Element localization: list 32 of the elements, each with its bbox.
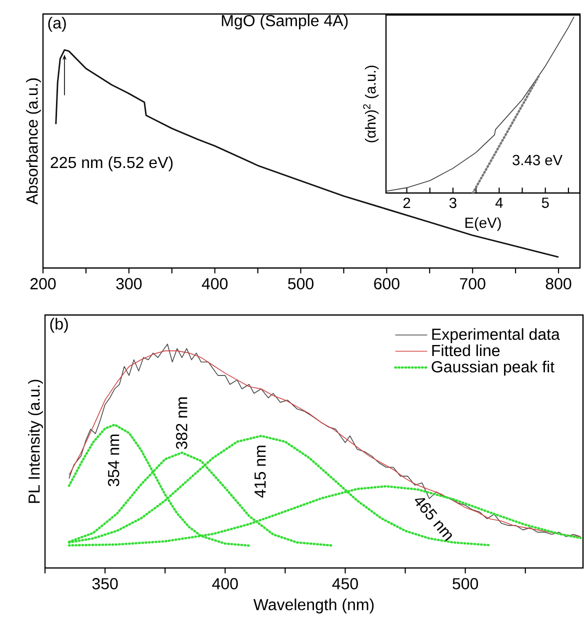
x-tick-label: 500 [452, 578, 478, 590]
annotation: 465 nm [414, 498, 452, 542]
y-axis-title: (αhν)$^{2}$ (a.u.) [363, 66, 379, 142]
x-tick-label: 450 [332, 578, 358, 590]
x-tick-label: 300 [116, 278, 142, 290]
legend-label: Experimental data [432, 328, 560, 344]
x-axis-title: Wavelength (nm) [253, 598, 374, 614]
annotation: 225 nm (5.52 eV) [50, 156, 173, 172]
x-tick-label: 600 [374, 278, 400, 290]
legend-label: Fitted line [432, 344, 500, 356]
x-tick-label: 400 [202, 278, 228, 290]
text: (a) [48, 16, 66, 32]
x-tick-label: 350 [92, 578, 118, 590]
chart-title: MgO (Sample 4A) [222, 14, 348, 30]
annotation: 3.43 eV [512, 154, 562, 166]
annotation: 415 nm [254, 446, 266, 498]
x-tick-label: 400 [212, 578, 238, 590]
x-tick-label: 2 [403, 198, 410, 208]
annotation: 382 nm [176, 397, 188, 450]
x-tick-label: 200 [30, 278, 56, 290]
text: (b) [50, 318, 68, 333]
x-axis-title: E(eV) [465, 217, 501, 231]
y-axis-title: PL Intensity (a.u.) [28, 380, 43, 503]
legend-label: Gaussian peak fit [432, 360, 554, 376]
x-tick-label: 4 [495, 198, 503, 208]
annotation: 354 nm [108, 434, 120, 486]
x-tick-label: 5 [542, 198, 549, 208]
x-tick-label: 3 [449, 198, 456, 208]
y-axis-title: Absorbance (a.u.) [26, 78, 41, 205]
x-tick-label: 800 [546, 278, 572, 290]
x-tick-label: 500 [288, 278, 314, 290]
x-tick-label: 700 [460, 278, 486, 290]
